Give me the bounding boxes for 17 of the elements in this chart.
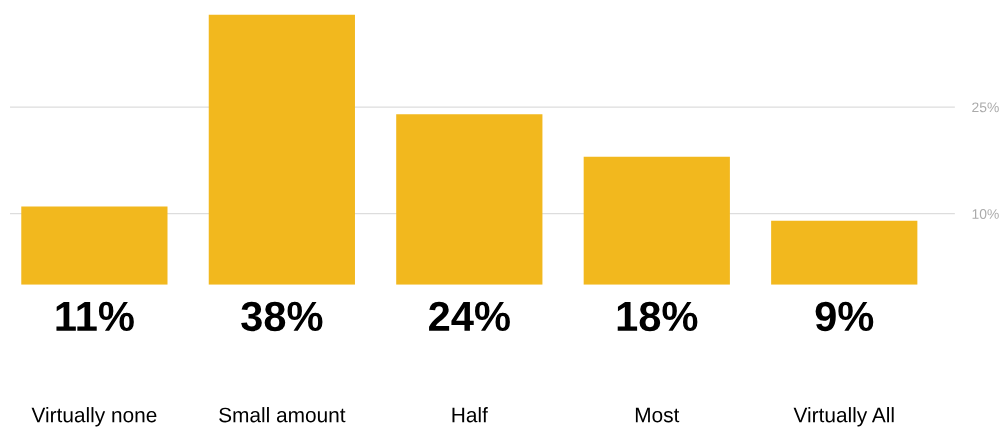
x-tick-label: Most [635, 407, 680, 423]
bar [21, 206, 168, 285]
data-label: 24% [429, 301, 510, 332]
y-tick-label: 10% [972, 209, 999, 219]
data-label: 9% [815, 301, 874, 332]
bar [208, 14, 355, 285]
data-label: 38% [241, 301, 323, 332]
x-tick-label: Virtually none [31, 407, 157, 427]
x-tick-label: Virtually All [793, 407, 894, 427]
bar [771, 220, 918, 285]
y-tick-label: 25% [972, 102, 999, 113]
bar [583, 156, 730, 285]
x-tick-label: Small amount [219, 407, 346, 423]
bar [396, 114, 543, 285]
data-label: 18% [617, 301, 698, 332]
data-label: 11% [56, 301, 134, 332]
x-tick-label: Half [452, 407, 488, 423]
